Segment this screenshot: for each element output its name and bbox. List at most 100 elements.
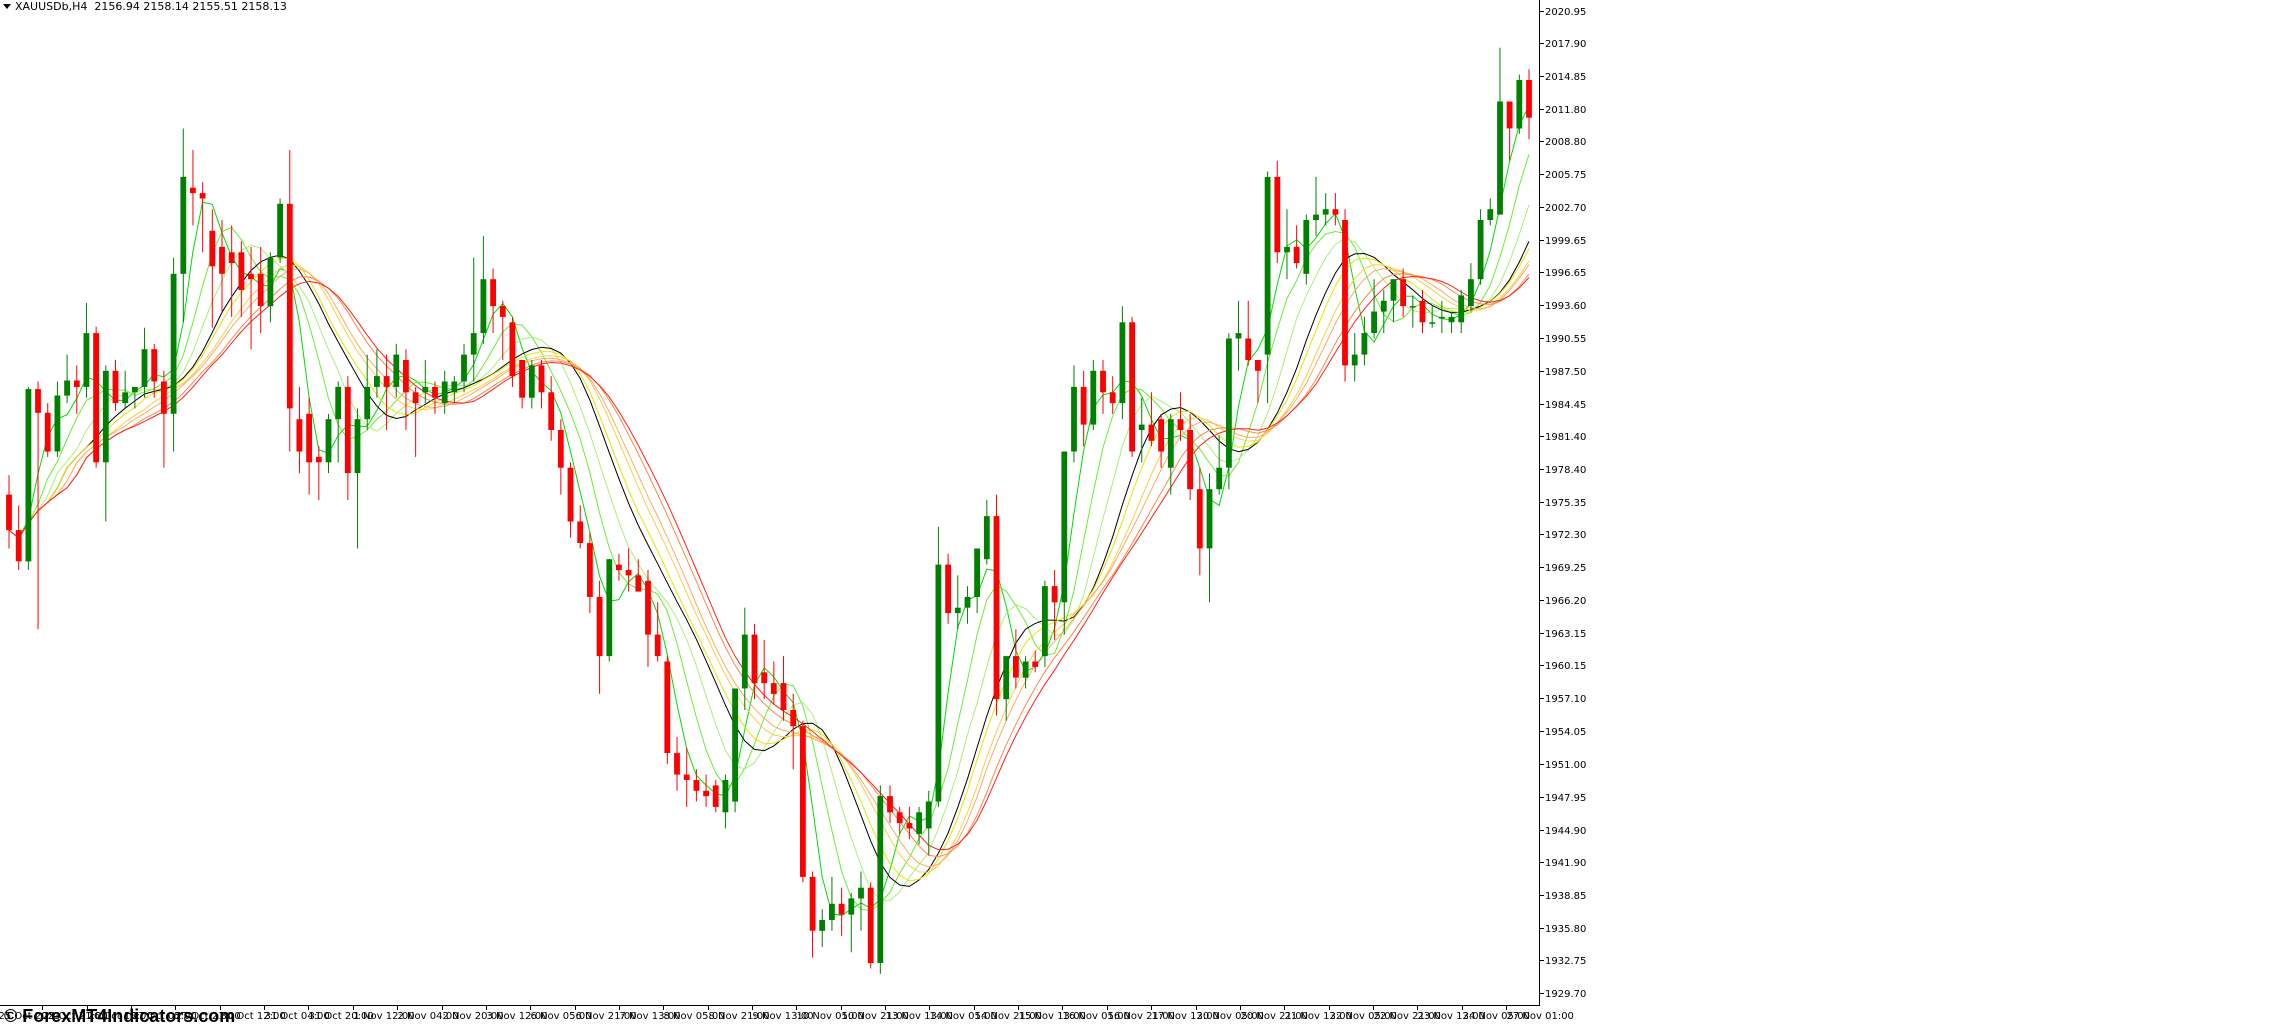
- candle: [606, 559, 613, 662]
- candle: [1332, 193, 1339, 226]
- candle-body: [1361, 333, 1368, 355]
- candle: [6, 475, 12, 549]
- candle-body: [1129, 322, 1135, 452]
- candle-body: [587, 543, 593, 597]
- time-tick-label: 16 Nov 21:00: [1108, 1011, 1175, 1022]
- candle: [470, 257, 477, 382]
- candle: [1313, 176, 1319, 237]
- candle-body: [1468, 279, 1474, 307]
- candle: [674, 736, 680, 791]
- candle: [848, 893, 855, 953]
- time-tick-label: 31 Oct 04:00: [265, 1011, 330, 1022]
- candle: [354, 408, 361, 549]
- candle-body: [306, 413, 312, 463]
- candle-body: [141, 349, 148, 387]
- price-tick-label: 2020.95: [1545, 7, 1586, 18]
- candle-body: [1061, 451, 1068, 603]
- candle: [73, 365, 80, 414]
- price-tick-label: 2002.70: [1545, 203, 1586, 214]
- candle-body: [209, 230, 216, 267]
- indicator-line: [8, 154, 1530, 912]
- candle-body: [770, 683, 777, 694]
- candle-body: [741, 634, 748, 689]
- candle-body: [945, 564, 951, 614]
- chevron-down-icon[interactable]: [3, 4, 11, 9]
- candle: [296, 386, 303, 474]
- candle: [238, 241, 245, 317]
- time-tick-label: 9 Nov 13:00: [753, 1011, 814, 1022]
- candle-body: [509, 322, 516, 377]
- candle-body: [228, 252, 235, 264]
- candle: [393, 343, 400, 398]
- candle-body: [896, 812, 903, 824]
- candle-body: [1322, 209, 1329, 215]
- candle-body: [335, 386, 342, 420]
- time-tick-label: 6 Nov 05:00: [531, 1011, 592, 1022]
- candle: [616, 553, 622, 581]
- candle: [344, 376, 351, 500]
- candle-body: [877, 796, 884, 963]
- time-tick-label: 6 Nov 21:00: [576, 1011, 637, 1022]
- candle-body: [1080, 386, 1087, 425]
- candle: [528, 359, 535, 409]
- candle: [1264, 171, 1271, 404]
- time-tick-label: 20 Nov 05:00: [1197, 1011, 1264, 1022]
- candle: [538, 359, 545, 409]
- candle-body: [248, 273, 254, 280]
- time-tick-label: 31 Oct 20:00: [309, 1011, 374, 1022]
- candle: [1022, 656, 1029, 689]
- candle-body: [122, 392, 129, 404]
- candle-body: [441, 381, 448, 403]
- candle: [645, 569, 651, 667]
- candle-body: [1264, 176, 1271, 355]
- price-tick-label: 1935.80: [1545, 924, 1586, 935]
- candle-body: [499, 306, 506, 317]
- candle: [1284, 209, 1290, 280]
- indicator-line: [8, 105, 1530, 917]
- candle: [1013, 629, 1019, 689]
- candle: [567, 462, 574, 538]
- candle-body: [800, 726, 806, 877]
- candle: [519, 359, 525, 409]
- time-tick-label: 23 Nov 13:00: [1418, 1011, 1485, 1022]
- candle-body: [654, 634, 661, 657]
- candle: [248, 246, 254, 350]
- candle: [654, 602, 661, 662]
- symbol-label: XAUUSDb,H4: [15, 0, 88, 13]
- candle: [838, 887, 845, 937]
- candle: [1158, 413, 1164, 468]
- candle: [1506, 101, 1513, 161]
- candle-body: [1226, 338, 1232, 468]
- candle-body: [925, 801, 932, 829]
- candle: [1390, 279, 1397, 323]
- candle: [964, 586, 971, 624]
- candle-body: [557, 430, 564, 468]
- candle: [480, 236, 487, 344]
- candle-body: [296, 419, 303, 452]
- candle: [403, 349, 409, 430]
- candle: [209, 209, 216, 328]
- candle-body: [1332, 209, 1339, 215]
- candle: [441, 370, 448, 414]
- candle: [548, 376, 555, 441]
- candle: [1448, 311, 1455, 334]
- candle: [1187, 413, 1193, 500]
- candle: [451, 376, 458, 404]
- candle: [1419, 289, 1426, 334]
- candle: [712, 779, 719, 813]
- candle: [1226, 333, 1232, 490]
- candle-body: [1526, 80, 1532, 118]
- candle: [219, 219, 225, 312]
- candle: [732, 688, 738, 813]
- time-tick-label: 2 Nov 20:00: [443, 1011, 504, 1022]
- candle-body: [1284, 246, 1290, 253]
- time-tick-label: 30 Oct 12:00: [221, 1011, 286, 1022]
- candle-body: [1400, 279, 1406, 307]
- candle: [383, 354, 390, 430]
- candle: [625, 548, 632, 592]
- candle-body: [1051, 586, 1058, 603]
- candle: [325, 413, 332, 474]
- candle-body: [199, 193, 206, 199]
